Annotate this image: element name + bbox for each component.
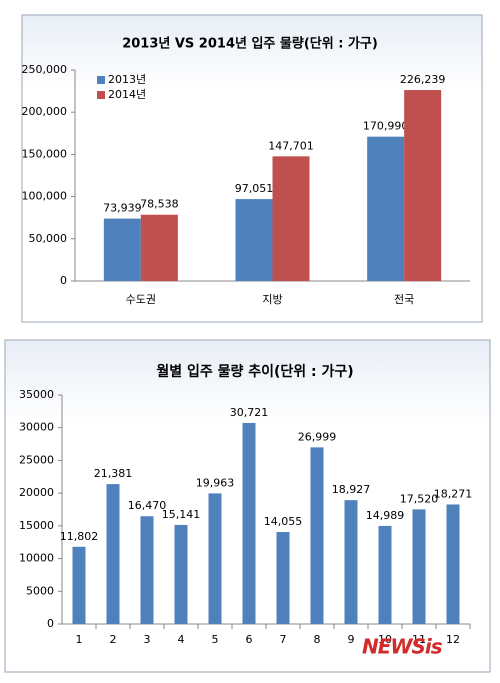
bar — [103, 218, 141, 281]
y-tick-label: 0 — [60, 274, 67, 287]
x-tick-label: 7 — [280, 633, 287, 646]
legend-swatch — [97, 91, 105, 99]
bar — [310, 447, 324, 624]
y-tick-label: 250,000 — [22, 63, 68, 76]
bar — [272, 156, 310, 281]
value-label: 78,538 — [140, 198, 179, 211]
x-tick-label: 11 — [412, 633, 426, 646]
x-tick-label: 전국 — [394, 293, 414, 306]
y-tick-label: 100,000 — [22, 190, 68, 203]
value-label: 17,520 — [400, 492, 439, 505]
x-tick-label: 6 — [246, 633, 253, 646]
chart-title: 월별 입주 물량 추이(단위 : 가구) — [156, 363, 353, 380]
y-tick-label: 35000 — [19, 388, 54, 401]
y-tick-label: 20000 — [19, 486, 54, 499]
x-tick-label: 8 — [314, 633, 321, 646]
y-tick-label: 30000 — [19, 421, 54, 434]
value-label: 97,051 — [235, 182, 274, 195]
x-tick-label: 지방 — [262, 293, 282, 306]
bar — [344, 500, 358, 624]
value-label: 170,990 — [363, 120, 409, 133]
chart-title: 2013년 VS 2014년 입주 물량(단위 : 가구) — [122, 36, 378, 52]
y-tick-label: 50,000 — [29, 232, 68, 245]
y-tick-label: 25000 — [19, 453, 54, 466]
y-tick-label: 0 — [47, 617, 54, 630]
value-label: 11,802 — [60, 530, 99, 543]
x-tick-label: 4 — [178, 633, 185, 646]
watermark: NEWSis — [362, 635, 443, 659]
value-label: 15,141 — [162, 508, 201, 521]
value-label: 147,701 — [268, 139, 314, 152]
bar — [72, 546, 86, 624]
bar — [140, 516, 154, 624]
x-tick-label: 10 — [378, 633, 392, 646]
bar — [208, 493, 222, 624]
bar — [235, 199, 273, 281]
bar — [106, 484, 120, 624]
legend-label: 2014년 — [108, 88, 146, 101]
bar — [140, 214, 178, 281]
value-label: 26,999 — [298, 430, 337, 443]
value-label: 73,939 — [103, 202, 142, 215]
x-tick-label: 1 — [76, 633, 83, 646]
value-label: 14,055 — [264, 515, 303, 528]
bar — [367, 136, 405, 281]
bar — [412, 509, 426, 624]
x-tick-label: 2 — [110, 633, 117, 646]
bar — [174, 524, 188, 624]
legend-swatch — [97, 76, 105, 84]
y-tick-label: 150,000 — [22, 147, 68, 160]
value-label: 30,721 — [230, 406, 269, 419]
value-label: 226,239 — [400, 73, 446, 86]
value-label: 16,470 — [128, 499, 167, 512]
bar — [446, 504, 460, 624]
value-label: 18,927 — [332, 483, 371, 496]
x-tick-label: 12 — [446, 633, 460, 646]
x-tick-label: 3 — [144, 633, 151, 646]
value-label: 19,963 — [196, 476, 235, 489]
y-tick-label: 15000 — [19, 519, 54, 532]
bar — [276, 532, 290, 624]
value-label: 21,381 — [94, 467, 133, 480]
x-tick-label: 9 — [348, 633, 355, 646]
bar — [378, 525, 392, 624]
value-label: 18,271 — [434, 487, 473, 500]
y-tick-label: 10000 — [19, 552, 54, 565]
x-tick-label: 수도권 — [126, 293, 156, 306]
legend-label: 2013년 — [108, 73, 146, 86]
bar — [242, 422, 256, 624]
x-tick-label: 5 — [212, 633, 219, 646]
y-tick-label: 5000 — [26, 584, 54, 597]
value-label: 14,989 — [366, 509, 405, 522]
bar — [404, 90, 442, 281]
y-tick-label: 200,000 — [22, 105, 68, 118]
